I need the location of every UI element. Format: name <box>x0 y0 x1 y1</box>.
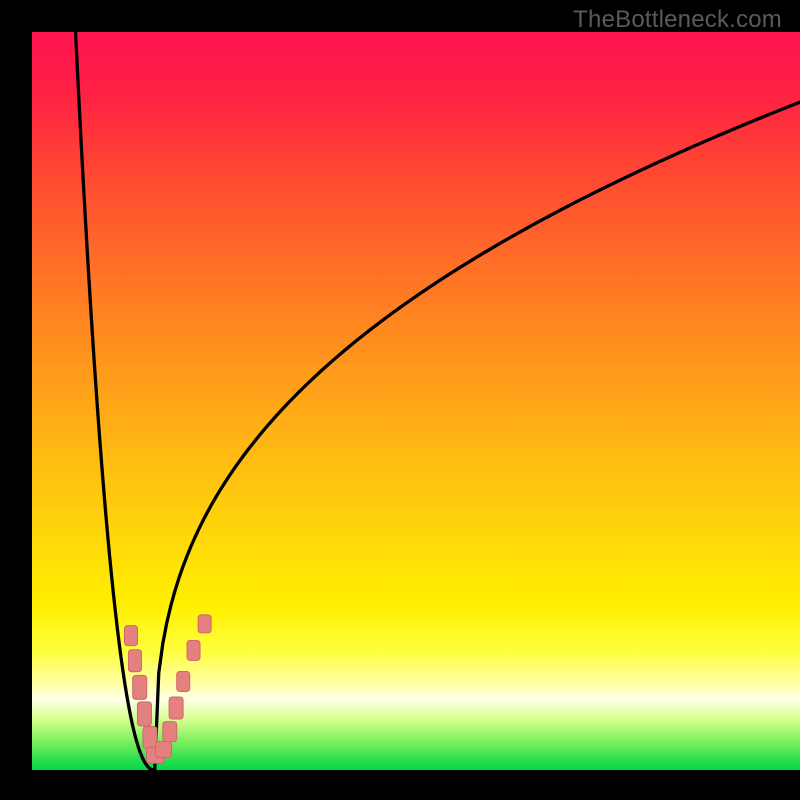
curve-marker <box>163 722 177 742</box>
curve-marker <box>137 702 151 726</box>
curve-marker <box>169 697 183 719</box>
curve-marker <box>155 741 171 757</box>
curve-marker <box>143 727 157 749</box>
curve-marker <box>187 640 200 660</box>
chart-root: TheBottleneck.com <box>0 0 800 800</box>
curve-marker <box>198 615 211 633</box>
chart-svg-layer <box>0 0 800 800</box>
curve-marker <box>133 675 147 699</box>
curve-marker <box>177 671 190 691</box>
curve-marker <box>128 650 141 672</box>
bottleneck-curve <box>76 32 800 770</box>
curve-marker <box>124 626 137 646</box>
